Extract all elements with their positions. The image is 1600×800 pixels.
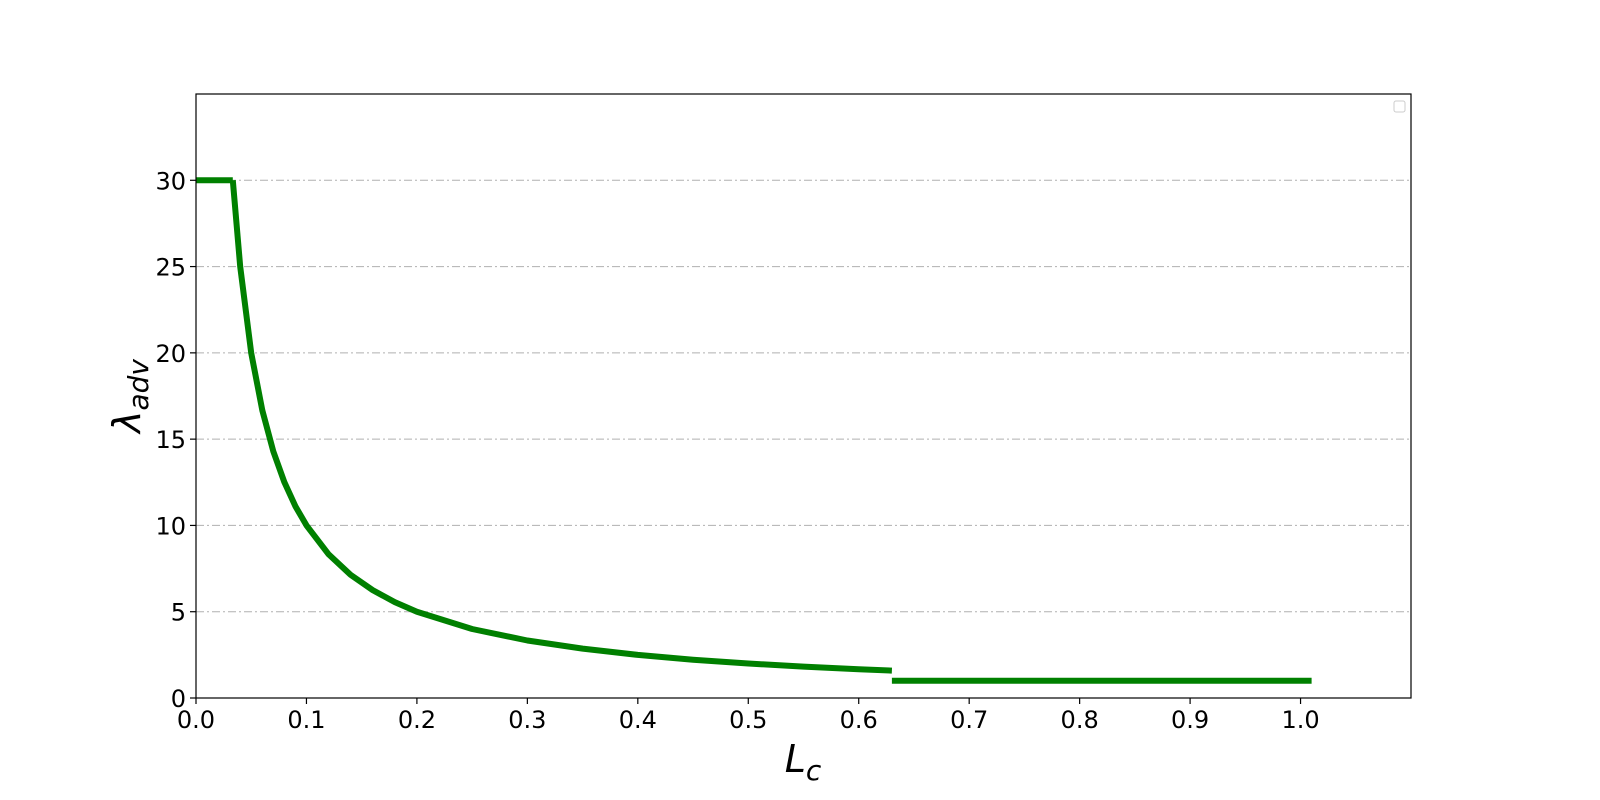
- x-tick-label: 0.9: [1171, 706, 1209, 734]
- x-tick-label: 0.1: [287, 706, 325, 734]
- y-tick-label: 10: [155, 512, 186, 540]
- x-tick-label: 0.8: [1061, 706, 1099, 734]
- series-group: [196, 177, 1312, 684]
- legend-box: [1393, 100, 1406, 113]
- x-axis-ticks: 0.0 0.1 0.2 0.3 0.4 0.5 0.6 0.7 0.8 0.9 1.0: [177, 698, 1320, 734]
- x-tick-label: 0.7: [950, 706, 988, 734]
- x-tick-label: 0.0: [177, 706, 215, 734]
- x-tick-label: 1.0: [1281, 706, 1319, 734]
- x-axis-title: Lc: [785, 737, 822, 787]
- x-tick-label: 0.2: [398, 706, 436, 734]
- series-line-segment-1: [229, 180, 893, 674]
- y-axis-ticks: 0 5 10 15 20 25 30: [155, 167, 196, 713]
- x-tick-label: 0.5: [729, 706, 767, 734]
- grid-lines: [196, 179, 1411, 613]
- y-tick-label: 25: [155, 254, 186, 282]
- y-tick-label: 15: [155, 426, 186, 454]
- plot-frame: [195, 93, 1412, 699]
- y-tick-label: 5: [171, 599, 186, 627]
- y-tick-label: 20: [155, 340, 186, 368]
- x-tick-label: 0.6: [840, 706, 878, 734]
- x-tick-label: 0.4: [619, 706, 657, 734]
- y-tick-label: 30: [155, 167, 186, 195]
- y-tick-label: 0: [171, 685, 186, 713]
- x-tick-label: 0.3: [508, 706, 546, 734]
- y-axis-title: λadv: [105, 359, 155, 435]
